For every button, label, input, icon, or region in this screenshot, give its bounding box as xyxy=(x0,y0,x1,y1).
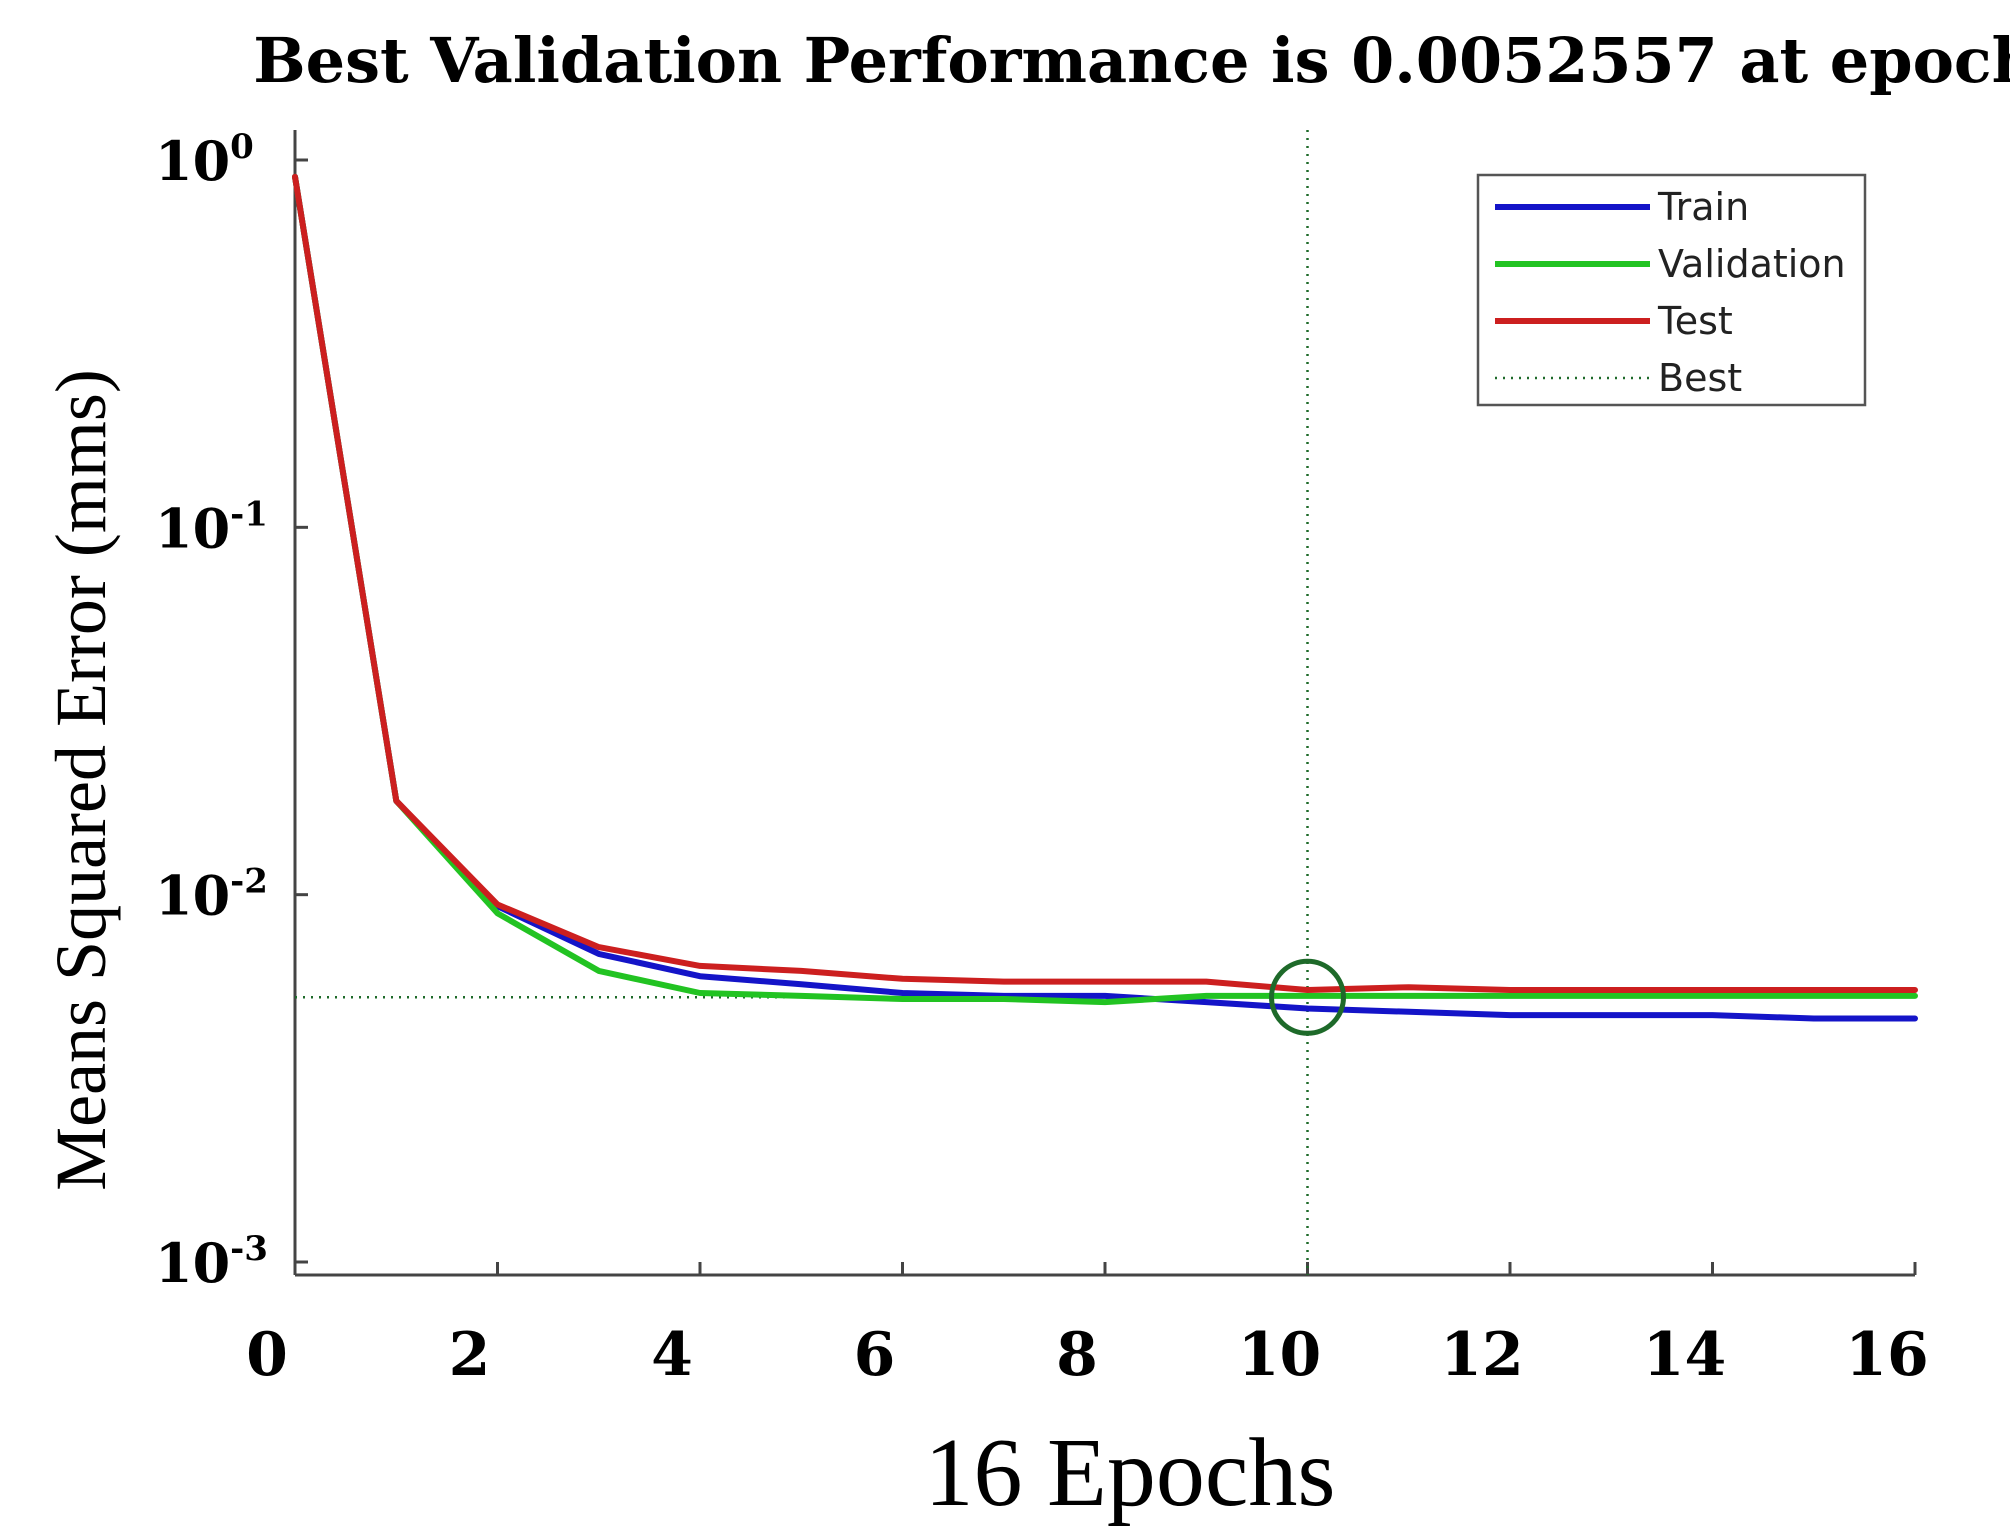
x-tick-label: 10 xyxy=(1238,1320,1322,1390)
y-tick-label: 100 xyxy=(155,127,254,193)
x-tick-label: 4 xyxy=(651,1320,693,1390)
legend: Train Validation Test Best xyxy=(1476,173,1867,407)
x-tick-label: 14 xyxy=(1643,1320,1727,1390)
x-tick-label: 12 xyxy=(1440,1320,1524,1390)
y-axis-label: Means Squared Error (mms) xyxy=(41,369,121,1191)
y-tick-label: 10-2 xyxy=(155,862,268,928)
legend-label-test: Test xyxy=(1657,299,1733,343)
y-tick-label: 10-3 xyxy=(155,1229,268,1295)
legend-label-best: Best xyxy=(1658,356,1742,400)
series-line-train xyxy=(292,173,1918,1022)
x-tick-label: 6 xyxy=(854,1320,896,1390)
x-tick-label: 0 xyxy=(246,1320,288,1390)
legend-label-train: Train xyxy=(1657,185,1749,229)
series-line-validation xyxy=(292,173,1918,1006)
x-tick-label: 2 xyxy=(449,1320,491,1390)
x-axis-label: 16 Epochs xyxy=(925,1419,1336,1527)
legend-box xyxy=(1476,173,1867,407)
series-group xyxy=(292,173,1918,1022)
y-tick-group: 100 10-1 10-2 10-3 xyxy=(155,127,308,1295)
legend-label-validation: Validation xyxy=(1658,242,1846,286)
y-tick-label: 10-1 xyxy=(155,494,268,560)
chart-title: Best Validation Performance is 0.0052557… xyxy=(253,24,2010,97)
x-tick-label: 16 xyxy=(1845,1320,1929,1390)
series-line-test xyxy=(292,173,1918,993)
x-tick-label: 8 xyxy=(1056,1320,1098,1390)
legend-entries: Train Validation Test Best xyxy=(1495,185,1846,400)
best-epoch-marker xyxy=(1269,958,1346,1036)
x-tick-group: 0 2 4 6 8 10 12 14 16 xyxy=(246,1262,1929,1390)
